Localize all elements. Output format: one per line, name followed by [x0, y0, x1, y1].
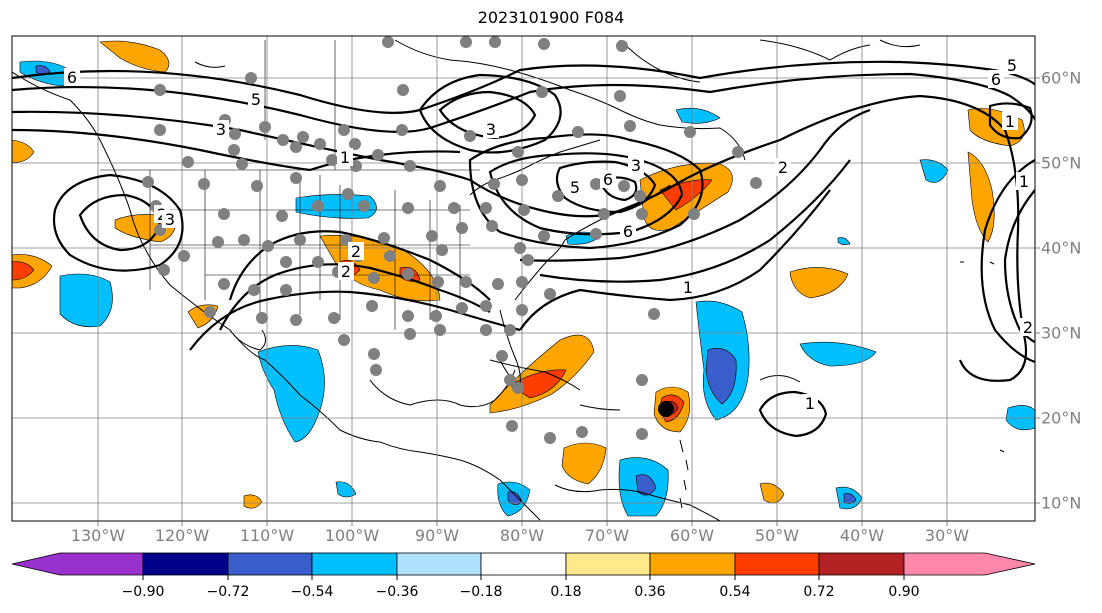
colorbar-segment-2 [227, 552, 313, 576]
contour-label: 3 [631, 156, 641, 175]
colorbar-tick-label: 0.72 [803, 584, 835, 600]
colorbar-tick-label: 0.18 [550, 584, 582, 600]
colorbar-segment-6 [565, 552, 651, 576]
political-borders [100, 40, 480, 330]
colorbar-segment-4 [396, 552, 482, 576]
lon-label: 90°W [414, 526, 460, 545]
contour-label: 3 [216, 120, 226, 139]
lon-label: 70°W [584, 526, 630, 545]
contour-label: 1 [340, 148, 350, 167]
lon-label: 40°W [839, 526, 885, 545]
colorbar-tick-label: −0.36 [375, 584, 419, 600]
station-dots [142, 36, 762, 444]
lat-label: 20°N [1041, 408, 1082, 428]
contour-label: 2 [351, 242, 361, 261]
lon-label: 100°W [324, 526, 380, 545]
contour-label: 1 [683, 278, 693, 297]
lat-label: 50°N [1041, 153, 1082, 173]
colorbar-segment-8 [734, 552, 820, 576]
map-title: 2023101900 F084 [477, 8, 625, 27]
lat-label: 30°N [1041, 323, 1082, 343]
map-frame [11, 35, 1036, 522]
colorbar-tick-label: −0.90 [121, 584, 165, 600]
contour-label: 2 [341, 262, 351, 281]
contour-label: 6 [603, 170, 613, 189]
colorbar-segment-3 [311, 552, 398, 576]
contour-label: 6 [67, 68, 77, 87]
colorbar-ticks [142, 575, 905, 580]
colorbar-segment-5 [480, 552, 567, 576]
colorbar-tick-label: −0.18 [459, 584, 503, 600]
contour-label: 2 [1023, 318, 1033, 337]
colorbar-tick-label: 0.36 [634, 584, 666, 600]
lon-label: 50°W [754, 526, 800, 545]
lat-label: 10°N [1041, 493, 1082, 513]
contour-label: 3 [165, 210, 175, 229]
axis-ticks [97, 77, 1040, 526]
lon-label: 30°W [924, 526, 970, 545]
storm-center-marker [658, 401, 674, 417]
lat-label: 60°N [1041, 68, 1082, 88]
colorbar-tick-label: 0.90 [888, 584, 920, 600]
contour-label: 1 [1005, 112, 1015, 131]
colorbar-tick-label: −0.72 [206, 584, 250, 600]
colorbar-segment-9 [818, 552, 905, 576]
contour-label: 3 [486, 120, 496, 139]
lon-label: 120°W [154, 526, 210, 545]
contour-label: 6 [623, 222, 633, 241]
colorbar-tick-label: −0.54 [290, 584, 334, 600]
contour-label: 1 [1019, 172, 1029, 191]
lon-label: 60°W [669, 526, 715, 545]
colorbar [11, 552, 1036, 576]
colorbar-segment-7 [649, 552, 736, 576]
lat-label: 40°N [1041, 238, 1082, 258]
lon-label: 110°W [239, 526, 295, 545]
colorbar-segment-1 [142, 552, 229, 576]
lon-label: 130°W [70, 526, 126, 545]
contour-label: 5 [251, 90, 261, 109]
colorbar-tick-label: 0.54 [719, 584, 751, 600]
colorbar-segment-0 [11, 552, 144, 576]
contour-label: 2 [778, 158, 788, 177]
contour-label: 6 [991, 70, 1001, 89]
contour-label: 5 [570, 178, 580, 197]
contour-label: 1 [805, 394, 815, 413]
lon-label: 80°W [499, 526, 545, 545]
coastlines [12, 39, 1005, 521]
colorbar-segment-10 [903, 552, 1036, 576]
contour-label-group: 6 5 3 1 2 2 3 5 6 1 3 2 1 2 5 6 1 1 2 [64, 56, 1036, 413]
contour-label: 5 [1007, 56, 1017, 75]
